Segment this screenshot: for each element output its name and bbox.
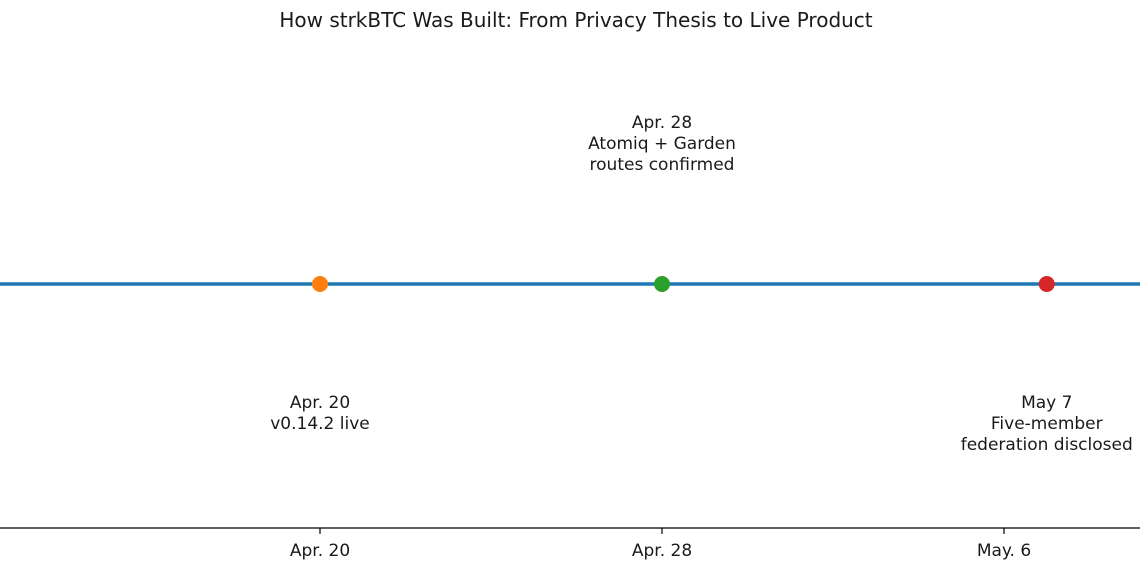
event-label-line: federation disclosed bbox=[961, 435, 1133, 455]
event-label: Apr. 28 Atomiq + Garden routes confirmed bbox=[588, 113, 736, 175]
timeline-events: Apr. 20 v0.14.2 live Apr. 28 Atomiq + Garde… bbox=[270, 113, 1133, 455]
event-label-line: v0.14.2 live bbox=[270, 414, 370, 434]
event-label-line: May 7 bbox=[1021, 393, 1072, 413]
event-label-line: Five-member bbox=[991, 414, 1103, 434]
x-tick-label: May. 6 bbox=[977, 541, 1031, 561]
timeline-event: May 7 Five-member federation disclosed bbox=[961, 276, 1133, 455]
event-label: Apr. 20 v0.14.2 live bbox=[270, 393, 370, 434]
event-label: May 7 Five-member federation disclosed bbox=[961, 393, 1133, 455]
event-marker bbox=[1038, 276, 1055, 292]
event-label-line: Apr. 28 bbox=[632, 113, 692, 133]
chart-title: How strkBTC Was Built: From Privacy Thes… bbox=[279, 8, 873, 32]
x-tick-label: Apr. 20 bbox=[290, 541, 350, 561]
x-tick-label: Apr. 28 bbox=[632, 541, 692, 561]
event-marker bbox=[654, 276, 670, 292]
timeline-event: Apr. 20 v0.14.2 live bbox=[270, 276, 370, 434]
event-label-line: routes confirmed bbox=[590, 155, 735, 175]
event-label-line: Apr. 20 bbox=[290, 393, 350, 413]
timeline-event: Apr. 28 Atomiq + Garden routes confirmed bbox=[588, 113, 736, 292]
event-label-line: Atomiq + Garden bbox=[588, 134, 736, 154]
event-marker bbox=[312, 276, 328, 292]
